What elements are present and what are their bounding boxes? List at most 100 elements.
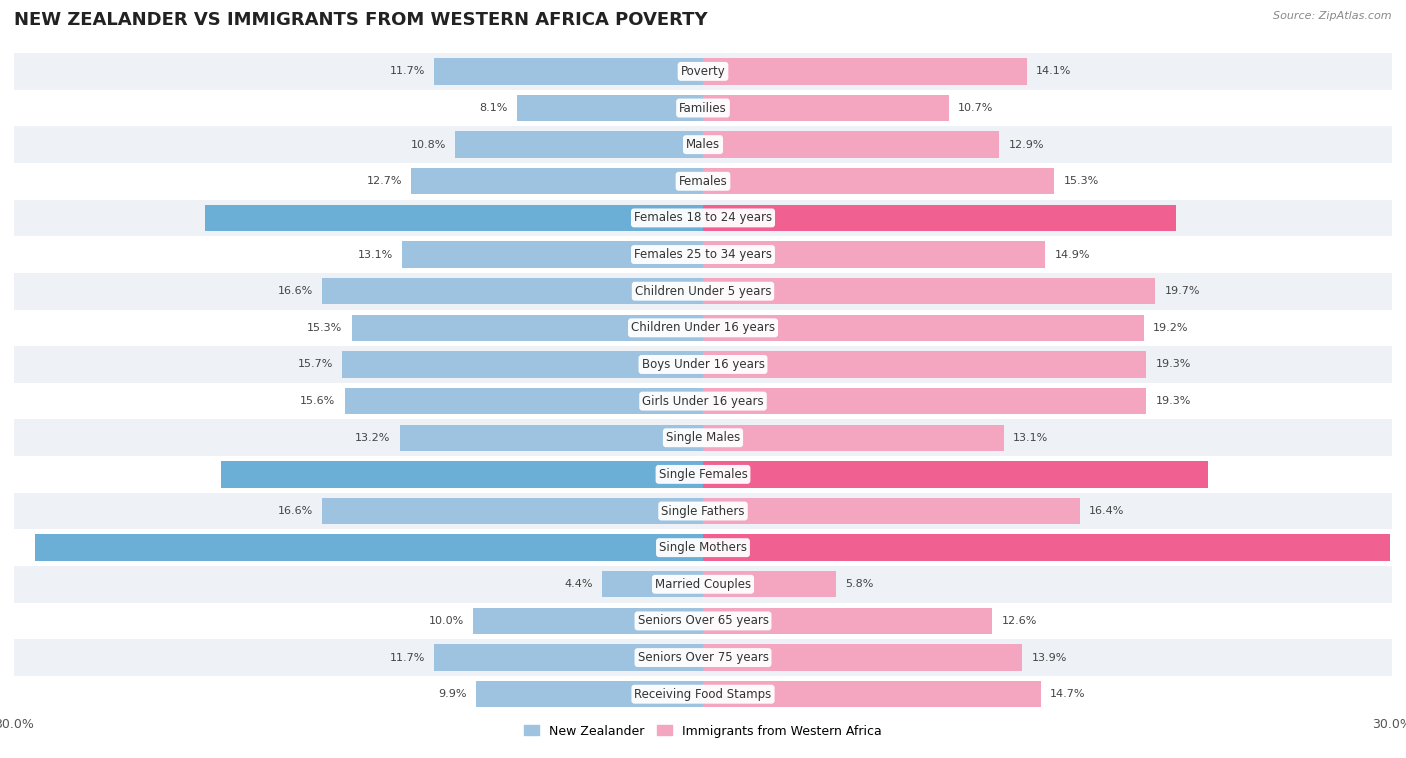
Text: 9.9%: 9.9% [437,689,467,699]
Text: Source: ZipAtlas.com: Source: ZipAtlas.com [1274,11,1392,21]
Text: 8.1%: 8.1% [479,103,508,113]
Bar [703,168,1054,195]
Bar [14,273,1392,309]
Text: 13.2%: 13.2% [356,433,391,443]
Text: 11.7%: 11.7% [389,67,425,77]
Bar [14,163,1392,199]
Text: Single Mothers: Single Mothers [659,541,747,554]
Text: 15.3%: 15.3% [307,323,343,333]
Bar [14,456,1392,493]
Bar [456,131,703,158]
Bar [474,608,703,634]
Text: 20.6%: 20.6% [710,213,748,223]
Bar [703,351,1146,377]
Text: 19.3%: 19.3% [1156,359,1191,369]
Text: 19.3%: 19.3% [1156,396,1191,406]
Bar [703,498,1080,525]
Bar [35,534,703,561]
Text: 21.0%: 21.0% [658,469,696,479]
Bar [14,493,1392,529]
Bar [703,644,1022,671]
Text: 12.9%: 12.9% [1008,139,1043,149]
Text: Females: Females [679,175,727,188]
Text: 10.8%: 10.8% [411,139,446,149]
Bar [703,461,1208,487]
Text: Children Under 16 years: Children Under 16 years [631,321,775,334]
Bar [14,346,1392,383]
Text: Single Females: Single Females [658,468,748,481]
Text: Girls Under 16 years: Girls Under 16 years [643,395,763,408]
Bar [703,95,949,121]
Bar [344,388,703,415]
Text: 21.7%: 21.7% [658,213,696,223]
Bar [14,127,1392,163]
Bar [14,603,1392,639]
Bar [352,315,703,341]
Bar [703,315,1144,341]
Text: 19.7%: 19.7% [1164,287,1201,296]
Text: 13.9%: 13.9% [1032,653,1067,662]
Text: 12.6%: 12.6% [1001,616,1036,626]
Text: Children Under 5 years: Children Under 5 years [634,285,772,298]
Text: Males: Males [686,138,720,151]
Text: Poverty: Poverty [681,65,725,78]
Bar [602,571,703,597]
Bar [703,681,1040,707]
Bar [703,608,993,634]
Text: 14.7%: 14.7% [1050,689,1085,699]
Bar [205,205,703,231]
Text: 11.7%: 11.7% [389,653,425,662]
Text: Married Couples: Married Couples [655,578,751,590]
Text: 4.4%: 4.4% [564,579,593,589]
Text: 10.0%: 10.0% [429,616,464,626]
Bar [14,639,1392,676]
Text: Seniors Over 75 years: Seniors Over 75 years [637,651,769,664]
Bar [14,309,1392,346]
Text: 14.1%: 14.1% [1036,67,1071,77]
Bar [221,461,703,487]
Text: Boys Under 16 years: Boys Under 16 years [641,358,765,371]
Text: 14.9%: 14.9% [1054,249,1090,259]
Text: 16.6%: 16.6% [277,506,312,516]
Text: 10.7%: 10.7% [957,103,993,113]
Bar [434,644,703,671]
Text: 19.2%: 19.2% [1153,323,1188,333]
Bar [703,58,1026,85]
Text: 15.3%: 15.3% [1063,177,1099,186]
Text: 13.1%: 13.1% [357,249,392,259]
Bar [399,424,703,451]
Legend: New Zealander, Immigrants from Western Africa: New Zealander, Immigrants from Western A… [519,719,887,743]
Bar [14,199,1392,236]
Bar [703,388,1146,415]
Bar [517,95,703,121]
Bar [703,278,1156,305]
Text: Single Fathers: Single Fathers [661,505,745,518]
Text: Receiving Food Stamps: Receiving Food Stamps [634,688,772,700]
Bar [703,571,837,597]
Bar [14,53,1392,89]
Text: 22.0%: 22.0% [710,469,748,479]
Bar [322,498,703,525]
Bar [475,681,703,707]
Text: Females 18 to 24 years: Females 18 to 24 years [634,211,772,224]
Text: 15.6%: 15.6% [301,396,336,406]
Bar [322,278,703,305]
Bar [434,58,703,85]
Text: Seniors Over 65 years: Seniors Over 65 years [637,615,769,628]
Bar [412,168,703,195]
Text: Single Males: Single Males [666,431,740,444]
Bar [14,676,1392,713]
Bar [402,241,703,268]
Text: 16.4%: 16.4% [1088,506,1125,516]
Text: 29.9%: 29.9% [710,543,749,553]
Bar [14,383,1392,419]
Text: 15.7%: 15.7% [298,359,333,369]
Text: 16.6%: 16.6% [277,287,312,296]
Text: Females 25 to 34 years: Females 25 to 34 years [634,248,772,261]
Text: 5.8%: 5.8% [845,579,873,589]
Text: 29.1%: 29.1% [658,543,696,553]
Bar [14,419,1392,456]
Bar [14,566,1392,603]
Bar [703,241,1045,268]
Bar [703,131,1000,158]
